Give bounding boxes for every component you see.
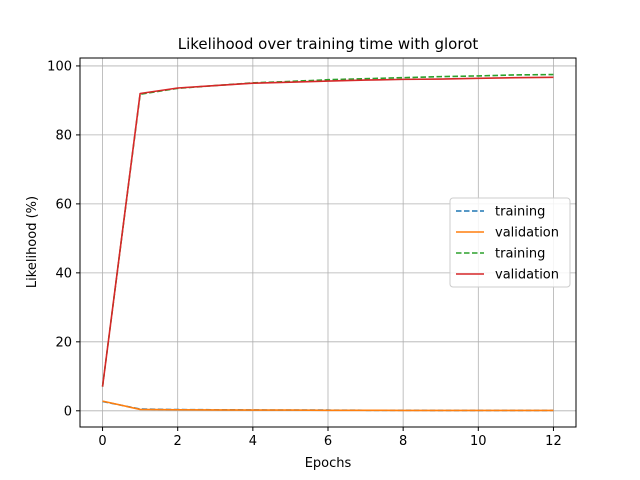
legend-box: [449, 197, 571, 288]
series-line-4: [101, 76, 554, 387]
series-lines: [101, 73, 554, 412]
chart-title: Likelihood over training time with gloro…: [178, 35, 479, 53]
legend-label-3: training: [495, 247, 545, 262]
y-tick-label: 40: [55, 266, 72, 281]
y-ticks: 0 20 40 60 80 100: [47, 59, 80, 419]
y-tick-label: 60: [55, 197, 72, 212]
y-tick-label: 80: [55, 128, 72, 143]
legend: training validation training validation: [449, 197, 571, 288]
x-tick-label: 6: [324, 434, 332, 449]
y-tick-label: 20: [55, 335, 72, 350]
x-tick-label: 12: [545, 434, 562, 449]
x-axis-label: Epochs: [305, 456, 352, 471]
series-line-2: [102, 400, 554, 412]
legend-label-2: validation: [495, 226, 559, 241]
x-tick-label: 2: [174, 434, 182, 449]
y-tick-label: 100: [47, 59, 72, 74]
x-ticks: 0 2 4 6 8 10 12: [98, 427, 562, 449]
x-tick-label: 4: [249, 434, 257, 449]
legend-label-1: training: [495, 205, 545, 220]
x-tick-label: 0: [98, 434, 106, 449]
y-axis-label: Likelihood (%): [25, 196, 40, 288]
x-tick-label: 8: [399, 434, 407, 449]
x-tick-label: 10: [470, 434, 487, 449]
y-tick-label: 0: [64, 404, 72, 419]
legend-label-4: validation: [495, 268, 559, 283]
